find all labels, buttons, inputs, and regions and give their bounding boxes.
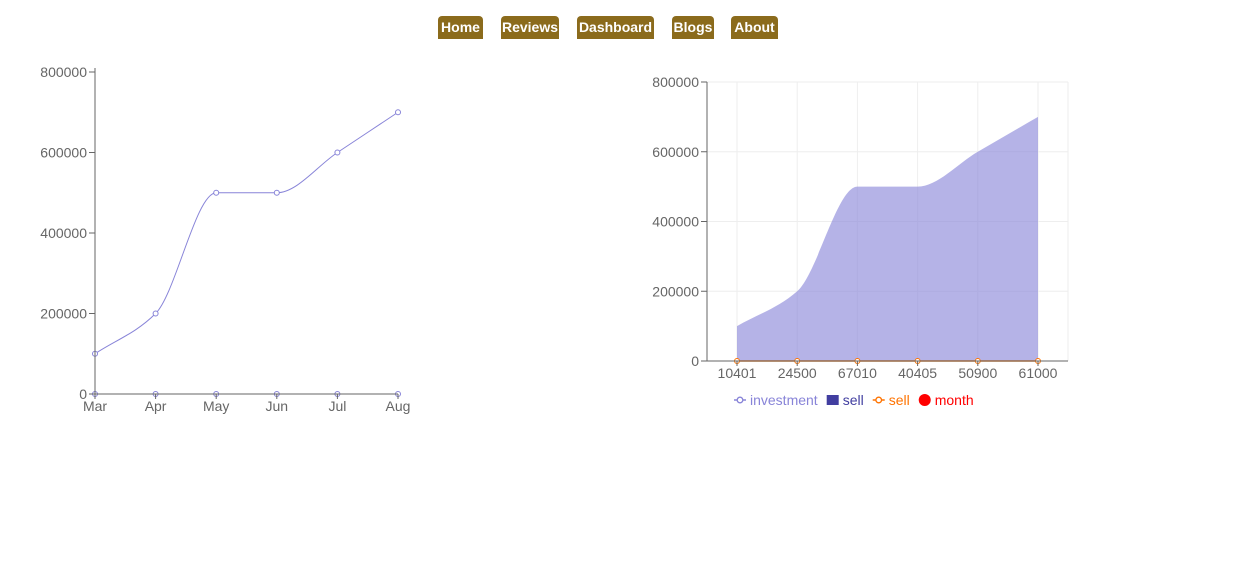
line-chart-series-0-line	[94, 111, 399, 355]
nav-reviews-button[interactable]: Reviews	[501, 16, 559, 39]
area-chart-legend: investment sell sell month	[734, 392, 974, 408]
legend-item-3[interactable]: month	[918, 392, 974, 408]
area-chart-x-tick-label: 50900	[958, 365, 997, 381]
area-chart-y-tick-label: 0	[691, 353, 699, 369]
area-chart-series-0-area	[737, 116, 1038, 361]
line-chart-y-tick-label: 600000	[40, 145, 87, 161]
nav-about-button[interactable]: About	[731, 16, 778, 39]
legend-label: sell	[843, 392, 864, 408]
line-chart-y-tick-label: 0	[79, 386, 87, 402]
legend-square-icon	[826, 395, 839, 405]
line-chart-y-tick-label: 800000	[40, 64, 87, 80]
line-chart-x-tick-label: Mar	[83, 398, 107, 414]
line-chart-x-tick-label: Aug	[386, 398, 411, 414]
nav-dashboard-button[interactable]: Dashboard	[577, 16, 654, 39]
nav-blogs-button[interactable]: Blogs	[672, 16, 714, 39]
area-chart-x-tick-label: 24500	[778, 365, 817, 381]
line-chart-series-0-point-2[interactable]	[213, 189, 220, 196]
area-chart-x-tick-label: 10401	[718, 365, 757, 381]
area-chart-y-tick-label: 600000	[652, 144, 699, 160]
area-chart-chart: 0 200000 400000 600000 800000 10401 24500 67010…	[652, 74, 1069, 408]
area-chart-x-tick-label: 61000	[1019, 365, 1058, 381]
line-chart-x-tick-label: Jul	[328, 398, 346, 414]
legend-circle-icon	[736, 396, 744, 404]
legend-circle-icon	[875, 396, 883, 404]
line-chart-series-0-point-3[interactable]	[273, 189, 280, 196]
line-chart-y-tick-label: 400000	[40, 225, 87, 241]
line-chart-x-tick-label: Jun	[266, 398, 289, 414]
area-chart-x-tick-label: 67010	[838, 365, 877, 381]
legend-item-0[interactable]: investment	[734, 392, 818, 408]
legend-label: month	[935, 392, 974, 408]
top-nav: Home Reviews Dashboard Blogs About	[0, 16, 1234, 40]
line-chart-y-tick-label: 200000	[40, 306, 87, 322]
line-chart-series-0-point-5[interactable]	[395, 109, 401, 116]
area-chart-x-tick-label: 40405	[898, 365, 937, 381]
legend-label: sell	[889, 392, 910, 408]
line-chart-series-0-point-4[interactable]	[334, 149, 341, 156]
area-chart-y-tick-label: 400000	[652, 214, 699, 230]
legend-label: investment	[750, 392, 818, 408]
area-chart-y-tick-label: 800000	[652, 74, 699, 90]
nav-home-button[interactable]: Home	[438, 16, 483, 39]
area-chart-y-tick-label: 200000	[652, 283, 699, 299]
legend-dot-icon	[918, 394, 931, 406]
legend-item-2[interactable]: sell	[872, 392, 910, 408]
line-chart-x-tick-label: May	[203, 398, 229, 414]
legend-item-1[interactable]: sell	[826, 392, 864, 408]
line-chart-x-tick-label: Apr	[145, 398, 167, 414]
line-chart-series-0-point-1[interactable]	[152, 310, 159, 317]
line-chart-chart: 0 200000 400000 600000 800000 Mar Apr May Jun Jul…	[40, 64, 410, 414]
